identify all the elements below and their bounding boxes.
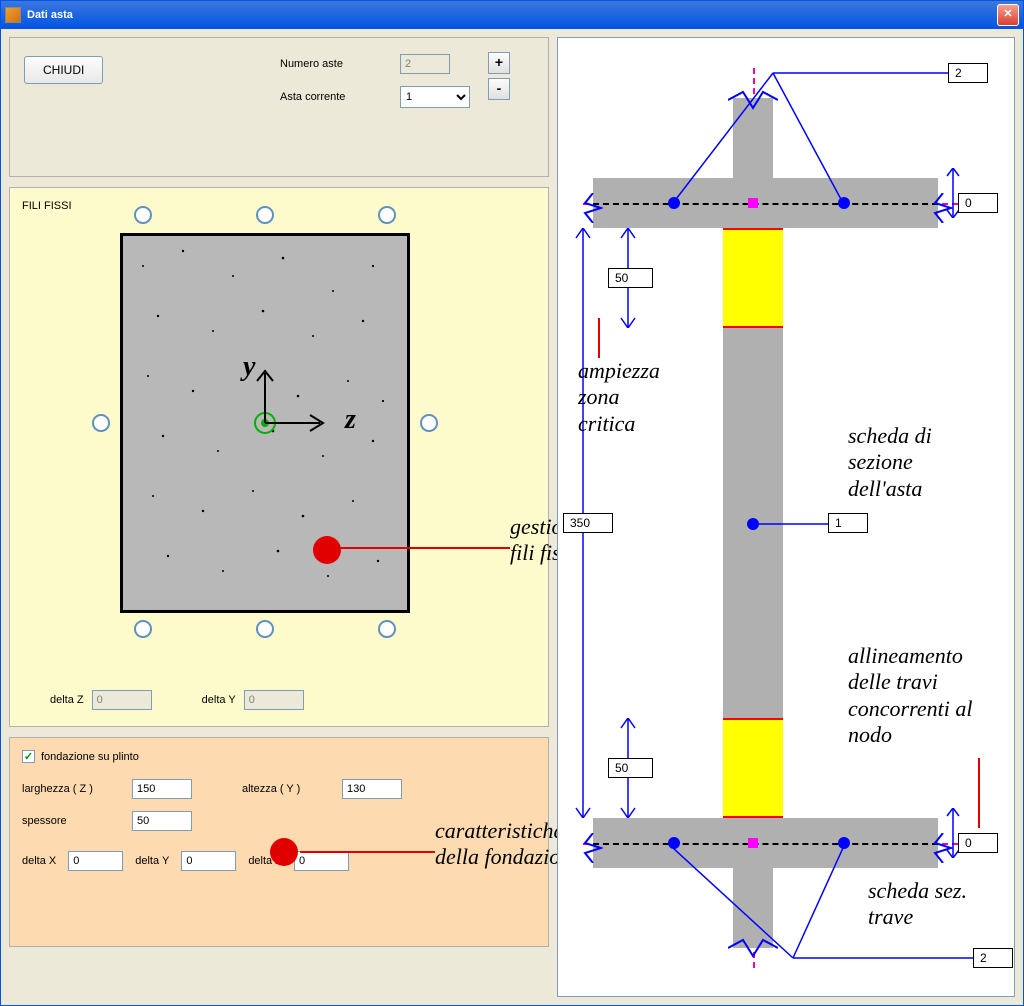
app-icon bbox=[5, 7, 21, 23]
grip-tc[interactable] bbox=[256, 206, 274, 224]
grip-bl[interactable] bbox=[134, 620, 152, 638]
section-rectangle[interactable]: y z bbox=[120, 233, 410, 613]
break-left-bot-icon bbox=[583, 833, 603, 863]
box-sez-trave[interactable]: 2 bbox=[973, 948, 1013, 968]
minus-button[interactable]: - bbox=[488, 78, 510, 100]
axis-marker bbox=[205, 363, 325, 483]
fond-deltax-field[interactable] bbox=[68, 851, 123, 871]
fili-deltaz-label: delta Z bbox=[50, 694, 84, 706]
diagram-panel: 350 50 50 bbox=[557, 37, 1015, 997]
grip-br[interactable] bbox=[378, 620, 396, 638]
box-top-2[interactable]: 2 bbox=[948, 63, 988, 83]
fondazione-checkbox[interactable]: ✓ bbox=[22, 750, 35, 763]
dim-50-top-box[interactable]: 50 bbox=[608, 268, 653, 288]
axis-y-label: y bbox=[243, 351, 255, 383]
critical-zone-bottom bbox=[723, 718, 783, 818]
grip-mr[interactable] bbox=[420, 414, 438, 432]
numero-aste-label: Numero aste bbox=[280, 58, 400, 70]
ann-line-ampiezza bbox=[598, 318, 600, 358]
spessore-label: spessore bbox=[22, 815, 122, 827]
altezza-field[interactable] bbox=[342, 779, 402, 799]
fond-deltay-field[interactable] bbox=[181, 851, 236, 871]
left-column: CHIUDI Numero aste Asta corrente 1 + - bbox=[9, 37, 549, 997]
annotation-allineamento: allineamento delle travi concorrenti al … bbox=[848, 643, 972, 749]
fondazione-check-row: ✓ fondazione su plinto bbox=[22, 750, 536, 763]
annotation-ampiezza: ampiezza zona critica bbox=[578, 358, 660, 437]
red-dot-fond bbox=[270, 838, 298, 866]
fili-deltay-label: delta Y bbox=[202, 694, 236, 706]
window-title: Dati asta bbox=[27, 9, 997, 21]
fond-deltay-label: delta Y bbox=[135, 855, 169, 867]
fond-deltaz-field[interactable] bbox=[294, 851, 349, 871]
fondazione-panel: ✓ fondazione su plinto larghezza ( Z ) a… bbox=[9, 737, 549, 947]
fili-fissi-title: FILI FISSI bbox=[22, 200, 536, 212]
close-icon[interactable]: ✕ bbox=[997, 4, 1019, 26]
axis-z-label: z bbox=[345, 404, 356, 436]
ann-line-allineamento bbox=[978, 758, 980, 828]
altezza-label: altezza ( Y ) bbox=[242, 783, 332, 795]
dim-350-box[interactable]: 350 bbox=[563, 513, 613, 533]
leader-sez-asta bbox=[758, 521, 828, 527]
asta-corrente-select[interactable]: 1 bbox=[400, 86, 470, 108]
spessore-field[interactable] bbox=[132, 811, 192, 831]
red-dot-fili bbox=[313, 536, 341, 564]
ann-line-fili bbox=[340, 547, 510, 549]
larghezza-label: larghezza ( Z ) bbox=[22, 783, 122, 795]
dashdot-bottom bbox=[593, 843, 938, 845]
titlebar: Dati asta ✕ bbox=[1, 1, 1023, 29]
dim-offset-top-box[interactable]: 0 bbox=[958, 193, 998, 213]
critical-zone-top bbox=[723, 228, 783, 328]
fili-deltay-field bbox=[244, 690, 304, 710]
content-area: CHIUDI Numero aste Asta corrente 1 + - bbox=[1, 29, 1023, 1005]
larghezza-field[interactable] bbox=[132, 779, 192, 799]
grip-ml[interactable] bbox=[92, 414, 110, 432]
asta-corrente-label: Asta corrente bbox=[280, 91, 400, 103]
fondazione-check-label: fondazione su plinto bbox=[41, 751, 139, 763]
chiudi-button[interactable]: CHIUDI bbox=[24, 56, 103, 84]
grip-tl[interactable] bbox=[134, 206, 152, 224]
dim-50-bot-box[interactable]: 50 bbox=[608, 758, 653, 778]
fili-delta-row: delta Z delta Y bbox=[50, 690, 508, 710]
fond-deltax-label: delta X bbox=[22, 855, 56, 867]
annotation-scheda-trave: scheda sez. trave bbox=[868, 878, 967, 931]
grip-bc[interactable] bbox=[256, 620, 274, 638]
leader-top-2 bbox=[673, 68, 963, 208]
node-bot-center[interactable] bbox=[748, 838, 758, 848]
window: Dati asta ✕ CHIUDI Numero aste Asta corr… bbox=[0, 0, 1024, 1006]
top-panel: CHIUDI Numero aste Asta corrente 1 + - bbox=[9, 37, 549, 177]
box-sez-asta[interactable]: 1 bbox=[828, 513, 868, 533]
diagram: 350 50 50 bbox=[558, 38, 1014, 996]
ann-line-fond bbox=[300, 851, 435, 853]
annotation-scheda-asta: scheda di sezione dell'asta bbox=[848, 423, 932, 502]
fili-deltaz-field bbox=[92, 690, 152, 710]
numero-aste-field bbox=[400, 54, 450, 74]
fili-fissi-panel: FILI FISSI bbox=[9, 187, 549, 727]
break-left-top-icon bbox=[583, 193, 603, 223]
plus-button[interactable]: + bbox=[488, 52, 510, 74]
grip-tr[interactable] bbox=[378, 206, 396, 224]
